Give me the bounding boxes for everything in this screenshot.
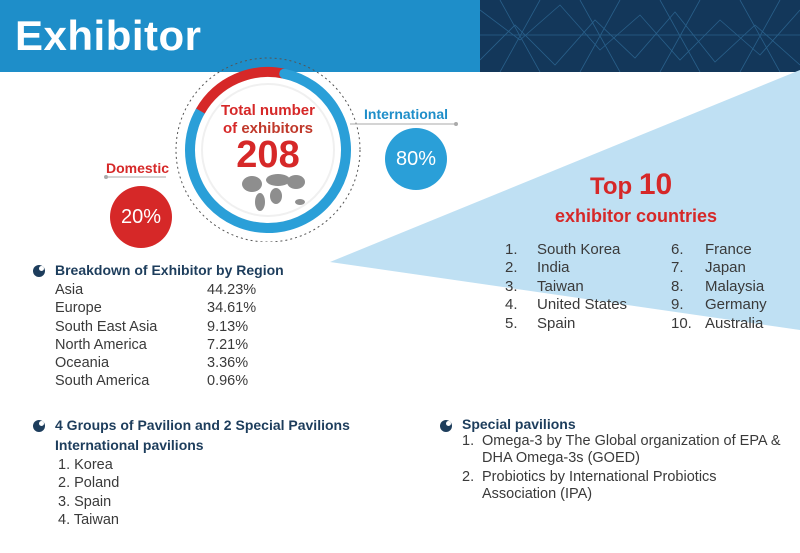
pavilion-item: 3. Spain: [58, 493, 112, 510]
country-rank: 3.: [505, 277, 518, 295]
special-section-icon: [440, 420, 452, 432]
domestic-percent: 20%: [110, 186, 172, 248]
pavilion-section-icon: [33, 420, 45, 432]
region-row: Asia 44.23%: [55, 281, 256, 299]
region-value: 3.36%: [207, 355, 249, 372]
total-label-prefix: of: [222, 120, 242, 137]
legend-domestic: Domestic: [106, 160, 170, 176]
country-item: 2. India: [505, 259, 627, 277]
country-rank: 4.: [505, 296, 518, 314]
special-item-text: Omega-3 by The Global organization of EP…: [482, 433, 781, 466]
top10-subtitle: exhibitor countries: [555, 206, 718, 226]
legend-international: International: [364, 106, 449, 122]
country-item: 8. Malaysia: [671, 278, 767, 296]
region-row: Oceania 3.36%: [55, 354, 256, 372]
total-label-line1: Total number: [221, 102, 315, 119]
special-item: 2. Probiotics by International Probiotics…: [462, 469, 792, 503]
special-item-number: 2.: [462, 469, 475, 485]
country-item: 9. Germany: [671, 296, 767, 314]
region-table: Asia 44.23% Europe 34.61% South East Asia 9.1…: [55, 281, 256, 391]
page-title: Exhibitor: [15, 12, 202, 59]
donut-chart: [175, 57, 361, 242]
country-name: France: [705, 241, 752, 258]
international-percent: 80%: [385, 128, 447, 190]
region-value: 0.96%: [207, 373, 249, 390]
country-rank: 10.: [671, 314, 692, 332]
country-rank: 5.: [505, 314, 518, 332]
total-value: 208: [236, 134, 300, 176]
country-item: 1. South Korea: [505, 241, 627, 259]
country-rank: 6.: [671, 241, 684, 258]
pavilion-item: 2. Poland: [58, 475, 120, 492]
country-item: 3. Taiwan: [505, 278, 627, 296]
country-name: Malaysia: [705, 277, 765, 295]
region-name: Europe: [55, 300, 102, 317]
special-item: 1. Omega-3 by The Global organization of …: [462, 433, 792, 467]
region-row: South East Asia 9.13%: [55, 318, 256, 336]
region-value: 9.13%: [207, 318, 249, 335]
country-name: United States: [537, 296, 628, 314]
special-item-number: 1.: [462, 433, 475, 449]
header-pattern: [480, 0, 800, 72]
special-item-text: Probiotics by International Probiotics A…: [482, 469, 717, 502]
country-rank: 8.: [671, 277, 684, 295]
total-label-line2: of exhibitors: [188, 120, 348, 137]
country-item: 7. Japan: [671, 259, 767, 277]
country-name: India: [537, 259, 570, 277]
pavilion-title: 4 Groups of Pavilion and 2 Special Pavil…: [55, 417, 350, 433]
donut-slice-dot-international: [279, 68, 290, 79]
country-rank: 1.: [505, 241, 518, 258]
region-row: North America 7.21%: [55, 336, 256, 354]
special-title: Special pavilions: [462, 416, 576, 432]
country-name: Spain: [537, 314, 576, 332]
top10-title: Top 10: [590, 168, 672, 202]
country-name: Japan: [705, 259, 746, 277]
pavilion-item: 1. Korea: [58, 457, 113, 473]
world-map-icon: [242, 174, 305, 211]
pavilion-list: 1. Korea 2. Poland 3. Spain 4. Taiwan: [58, 456, 119, 529]
country-rank: 2.: [505, 259, 518, 277]
region-value: 44.23%: [207, 282, 257, 298]
pavilion-item: 4. Taiwan: [58, 511, 119, 528]
country-item: 6. France: [671, 241, 767, 259]
international-pavilions-title: International pavilions: [55, 437, 204, 453]
region-name: Oceania: [55, 355, 110, 372]
region-title: Breakdown of Exhibitor by Region: [55, 262, 284, 278]
region-name: Asia: [55, 282, 84, 298]
country-name: South Korea: [537, 241, 621, 258]
top10-title-number: 10: [638, 168, 673, 201]
donut-slice-domestic: [196, 67, 286, 114]
country-name: Germany: [705, 296, 767, 314]
country-rank: 7.: [671, 259, 684, 277]
region-row: South America 0.96%: [55, 372, 256, 390]
region-name: North America: [55, 336, 147, 353]
region-value: 7.21%: [207, 336, 249, 353]
region-name: South East Asia: [55, 318, 158, 335]
country-item: 10. Australia: [671, 315, 767, 333]
country-name: Australia: [705, 314, 764, 332]
region-value: 34.61%: [207, 300, 257, 317]
country-item: 5. Spain: [505, 315, 627, 333]
top10-title-prefix: Top: [590, 173, 639, 200]
countries-column-2: 6. France 7. Japan 8. Malaysia 9. Germany 10. Aus…: [671, 241, 767, 333]
country-name: Taiwan: [537, 277, 584, 295]
total-label-bold: exhibitors: [241, 120, 313, 137]
country-item: 4. United States: [505, 296, 627, 314]
country-rank: 9.: [671, 296, 684, 314]
region-name: South America: [55, 373, 150, 390]
donut-slice-international: [185, 68, 351, 233]
countries-column-1: 1. South Korea 2. India 3. Taiwan 4. United Sta…: [505, 241, 627, 333]
special-list: 1. Omega-3 by The Global organization of …: [462, 433, 792, 505]
region-section-icon: [33, 265, 45, 277]
region-row: Europe 34.61%: [55, 299, 256, 317]
